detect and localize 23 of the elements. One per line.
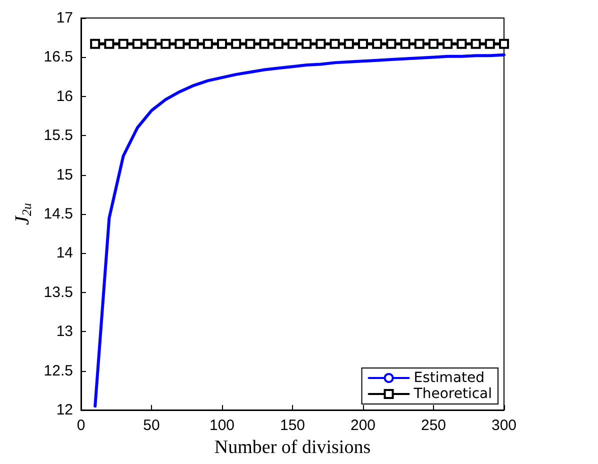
y-tick-label: 14.5 xyxy=(44,206,73,222)
y-axis-title: J2u xyxy=(11,202,34,225)
x-tick-label: 250 xyxy=(420,417,446,434)
legend-label: Estimated xyxy=(414,370,485,386)
y-tick-label: 16 xyxy=(56,88,73,105)
y-tick-label: 17 xyxy=(56,10,73,26)
x-tick-label: 100 xyxy=(209,417,235,434)
y-tick-label: 16.5 xyxy=(44,48,73,66)
x-tick-label: 50 xyxy=(143,417,160,434)
x-tick-label: 0 xyxy=(76,417,86,434)
y-tick-label: 13 xyxy=(56,323,73,340)
y-tick-label: 15 xyxy=(56,166,73,184)
y-tick-label: 12 xyxy=(56,402,73,418)
legend-label: Theoretical xyxy=(412,386,492,402)
x-tick-label: 150 xyxy=(280,417,306,434)
y-tick-label: 15.5 xyxy=(44,127,73,144)
y-tick-label: 13.5 xyxy=(44,284,73,301)
line-series xyxy=(94,53,506,408)
x-axis-title: Number of divisions xyxy=(214,436,371,458)
x-tick-label: 300 xyxy=(491,417,517,434)
x-tick-label: 200 xyxy=(350,417,376,434)
y-tick-label: 12.5 xyxy=(44,362,73,380)
y-tick-label: 14 xyxy=(56,244,73,262)
